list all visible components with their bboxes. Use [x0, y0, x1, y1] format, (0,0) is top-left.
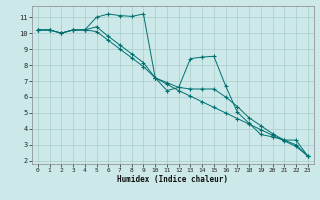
- X-axis label: Humidex (Indice chaleur): Humidex (Indice chaleur): [117, 175, 228, 184]
